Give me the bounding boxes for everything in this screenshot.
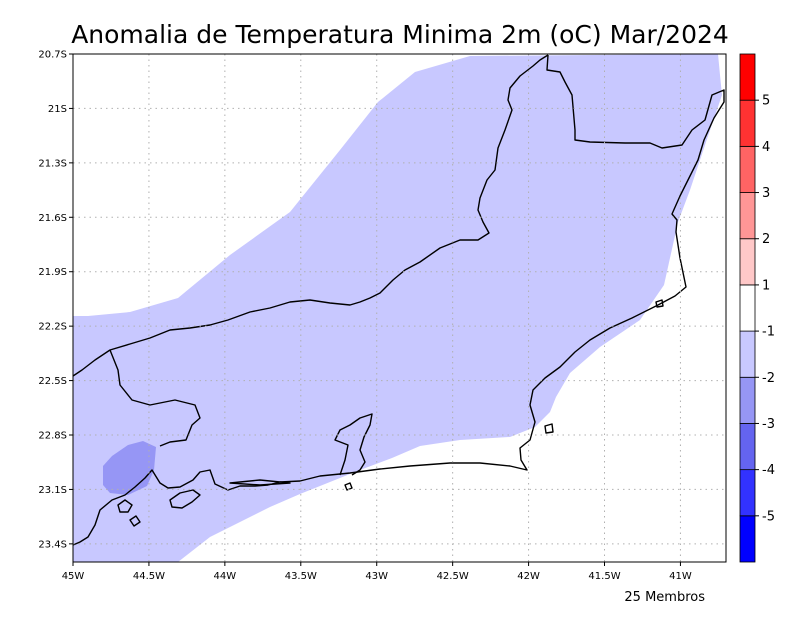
island-large: [169, 489, 201, 509]
latitude-ticks: 20.7S 21S 21.3S 21.6S 21.9S 22.2S 22.5S 22.8S 23…: [38, 50, 73, 550]
colorbar-swatch: [739, 284, 756, 332]
island-small-4: [544, 423, 554, 434]
colorbar-label: -1: [762, 325, 775, 340]
colorbar-swatch: [739, 376, 756, 424]
island-small-1: [117, 499, 133, 513]
state-boundary: [72, 54, 549, 377]
lon-tick-label: 44W: [214, 571, 237, 582]
lat-tick-label: 23.4S: [38, 539, 67, 550]
lon-tick-label: 42W: [517, 571, 540, 582]
colorbar-swatch: [739, 330, 756, 378]
members-footer: 25 Membros: [624, 590, 705, 605]
lon-tick-label: 43W: [365, 571, 388, 582]
colorbar-label: -3: [762, 417, 775, 432]
island-small-2: [129, 515, 141, 527]
lon-tick-label: 41W: [669, 571, 692, 582]
map-panel: [72, 54, 726, 562]
longitude-ticks: 45W 44.5W 44W 43.5W 43W 42.5W 42W 41.5W 41W: [62, 562, 692, 582]
map-frame: [72, 53, 727, 563]
colorbar-label: 4: [762, 140, 770, 155]
colorbar-swatch: [739, 423, 756, 471]
island-small-5: [655, 299, 664, 308]
western-boundary: [109, 349, 201, 447]
anomaly-region-light: [73, 54, 722, 562]
colorbar: -5 -4 -3 -2 -1 1 2 3 4 5: [739, 53, 775, 563]
lon-tick-label: 41.5W: [588, 571, 620, 582]
anomaly-region-dark: [103, 441, 156, 495]
lat-tick-label: 21.3S: [38, 158, 67, 169]
colorbar-label: -4: [762, 463, 775, 478]
lat-tick-label: 22.8S: [38, 431, 67, 442]
lon-tick-label: 45W: [62, 571, 85, 582]
lat-tick-label: 20.7S: [38, 50, 67, 61]
lat-tick-label: 21S: [48, 104, 67, 115]
colorbar-swatch: [739, 53, 756, 101]
colorbar-swatch: [739, 469, 756, 517]
colorbar-swatch: [739, 99, 756, 147]
colorbar-label: 2: [762, 232, 770, 247]
colorbar-label: -2: [762, 371, 775, 386]
lon-tick-label: 42.5W: [437, 571, 469, 582]
map-title: Anomalia de Temperatura Minima 2m (oC) M…: [71, 20, 729, 49]
lat-tick-label: 21.9S: [38, 267, 67, 278]
lat-tick-label: 23.1S: [38, 485, 67, 496]
lon-tick-label: 43.5W: [285, 571, 317, 582]
island-small-3: [344, 482, 353, 491]
colorbar-label: -5: [762, 509, 775, 524]
colorbar-swatch: [739, 238, 756, 286]
colorbar-swatch: [739, 192, 756, 240]
colorbar-label: 5: [762, 94, 770, 109]
colorbar-swatch: [739, 515, 756, 563]
colorbar-label: 3: [762, 186, 770, 201]
colorbar-swatch: [739, 145, 756, 193]
coastline: [72, 54, 725, 546]
lat-tick-label: 21.6S: [38, 213, 67, 224]
lon-tick-label: 44.5W: [133, 571, 165, 582]
bay-outline: [334, 413, 373, 476]
lat-tick-label: 22.2S: [38, 322, 67, 333]
colorbar-label: 1: [762, 278, 770, 293]
lat-tick-label: 22.5S: [38, 376, 67, 387]
lagoon-line: [229, 479, 291, 486]
gridlines: [73, 54, 726, 562]
